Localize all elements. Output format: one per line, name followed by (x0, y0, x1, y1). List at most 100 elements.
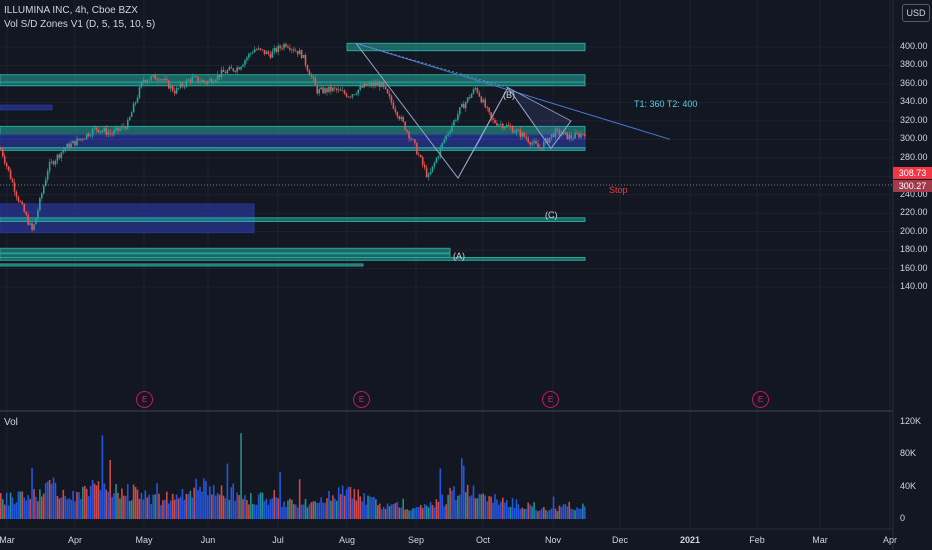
supply-zone (0, 147, 586, 151)
candle-body (244, 60, 246, 65)
candle-body (472, 89, 475, 94)
price-tick-label: 360.00 (900, 77, 928, 88)
volume-bar (70, 499, 72, 519)
candle-body (33, 224, 35, 230)
candle-body (140, 82, 143, 88)
price-tick-label: 400.00 (900, 41, 928, 51)
candle-body (27, 214, 29, 225)
price-tick-label: 200.00 (900, 225, 928, 236)
volume-bar (416, 507, 418, 519)
volume-bar (187, 494, 190, 519)
candle-body (74, 140, 76, 146)
candle-body (539, 147, 541, 149)
candle-body (275, 47, 278, 53)
candle-body (584, 134, 586, 137)
volume-bar (25, 500, 27, 519)
candle-body (9, 170, 12, 179)
supply-zone (346, 42, 586, 52)
volume-bar (474, 498, 477, 519)
candle-body (431, 166, 434, 172)
volume-bar (31, 468, 33, 519)
volume-bar (507, 507, 510, 519)
candle-body (214, 79, 217, 82)
volume-bar (144, 490, 147, 519)
volume-bar (179, 496, 182, 519)
volume-bar (97, 481, 100, 519)
volume-legend[interactable]: Vol (4, 417, 18, 428)
volume-bar (556, 511, 559, 519)
volume-bar (253, 504, 256, 519)
volume-bar (76, 492, 78, 519)
candle-body (156, 79, 158, 81)
volume-bar (19, 491, 22, 519)
volume-bar (35, 496, 37, 519)
volume-bar (255, 504, 258, 519)
volume-bar (421, 508, 424, 519)
volume-bar (480, 494, 483, 519)
currency-button[interactable]: USD (902, 4, 930, 22)
candle-body (203, 80, 205, 82)
volume-bar (367, 495, 369, 519)
volume-bar (347, 487, 350, 519)
candle-body (76, 138, 78, 146)
candle-body (70, 143, 72, 149)
volume-bar (15, 502, 18, 519)
volume-bar (41, 496, 43, 519)
candle-body (89, 135, 92, 137)
volume-bar (505, 500, 508, 519)
wave-label-a: (A) (453, 251, 465, 261)
volume-bar (425, 505, 428, 519)
candle-body (15, 191, 18, 197)
candle-body (302, 55, 305, 58)
earnings-event-marker[interactable]: E (353, 391, 370, 408)
candle-body (390, 96, 393, 103)
candle-body (382, 81, 385, 87)
earnings-event-marker[interactable]: E (136, 391, 153, 408)
volume-bar (205, 481, 207, 519)
candle-body (341, 90, 344, 92)
volume-bar (357, 489, 360, 519)
candle-body (421, 157, 424, 165)
volume-bar (66, 499, 69, 519)
volume-series (0, 433, 586, 519)
candle-body (281, 47, 283, 49)
volume-bar (320, 497, 322, 519)
candle-body (83, 138, 86, 140)
volume-bar (349, 486, 352, 519)
volume-bar (353, 488, 356, 519)
candle-body (228, 67, 231, 71)
candle-body (19, 201, 22, 203)
candle-body (474, 87, 477, 90)
volume-bar (214, 495, 217, 519)
secondary-price-tag: 300.27 (893, 180, 932, 192)
volume-bar (156, 483, 158, 519)
volume-bar (359, 496, 362, 519)
price-tick-label: 220.00 (900, 207, 928, 218)
volume-bar (46, 481, 49, 519)
volume-bar (523, 508, 526, 519)
volume-bar (576, 507, 578, 519)
candle-body (511, 127, 514, 133)
candle-body (150, 76, 153, 80)
supply-zone (0, 217, 586, 223)
earnings-event-marker[interactable]: E (752, 391, 769, 408)
volume-bar (283, 501, 285, 519)
symbol-legend[interactable]: ILLUMINA INC, 4h, Cboe BZX (4, 5, 138, 16)
candle-body (310, 75, 313, 77)
volume-bar (580, 508, 582, 519)
candle-body (359, 86, 362, 90)
volume-bar (105, 489, 108, 519)
volume-bar (568, 501, 571, 519)
candle-body (498, 124, 500, 126)
indicator-legend[interactable]: Vol S/D Zones V1 (D, 5, 15, 10, 5) (4, 19, 156, 30)
volume-bar (138, 498, 141, 519)
earnings-event-marker[interactable]: E (542, 391, 559, 408)
candle-body (546, 138, 549, 143)
candle-body (29, 223, 31, 225)
candle-body (425, 167, 428, 177)
volume-bar (230, 487, 233, 519)
candle-body (285, 43, 287, 47)
candle-body (191, 76, 194, 82)
volume-bar (513, 507, 516, 519)
